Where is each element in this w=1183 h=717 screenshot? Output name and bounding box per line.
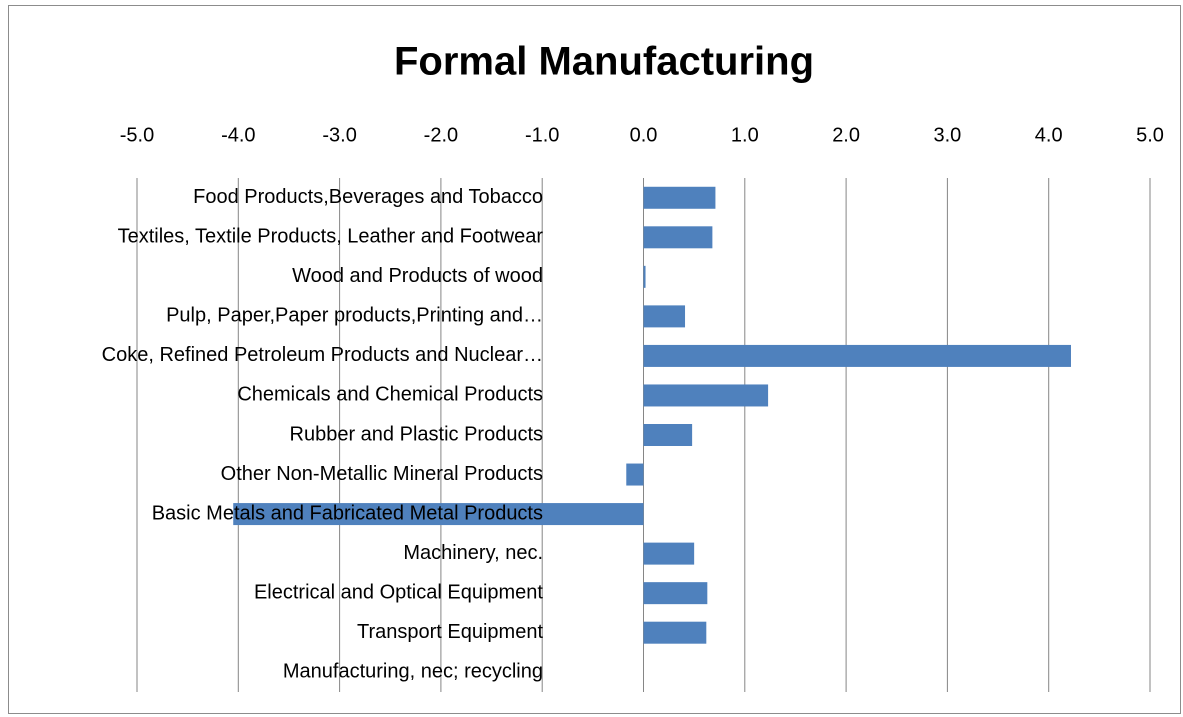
x-tick-label: 1.0 <box>731 124 759 146</box>
x-tick-label: 4.0 <box>1035 124 1063 146</box>
bar <box>643 542 695 565</box>
y-tick-label: Coke, Refined Petroleum Products and Nuc… <box>102 344 543 366</box>
x-tick-label: 3.0 <box>933 124 961 146</box>
x-tick-label: 0.0 <box>630 124 658 146</box>
x-tick-label: -4.0 <box>221 124 255 146</box>
y-tick-label: Rubber and Plastic Products <box>290 423 543 445</box>
x-tick-label: -5.0 <box>120 124 154 146</box>
y-tick-label: Basic Metals and Fabricated Metal Produc… <box>152 502 543 524</box>
chart-title: Formal Manufacturing <box>394 40 814 84</box>
y-tick-label: Wood and Products of wood <box>292 265 543 287</box>
bar <box>643 305 686 328</box>
bar <box>643 384 769 407</box>
x-tick-label: 5.0 <box>1136 124 1164 146</box>
bar <box>626 463 644 486</box>
y-tick-label: Machinery, nec. <box>403 542 543 564</box>
y-tick-label: Other Non-Metallic Mineral Products <box>221 463 543 485</box>
bar <box>233 503 644 526</box>
y-tick-label: Transport Equipment <box>357 621 543 643</box>
bar <box>643 424 693 446</box>
y-tick-label: Electrical and Optical Equipment <box>254 581 543 603</box>
x-tick-label: -1.0 <box>525 124 559 146</box>
y-tick-label: Manufacturing, nec; recycling <box>283 661 543 683</box>
bar <box>643 186 716 209</box>
bar <box>643 621 707 644</box>
y-tick-label: Textiles, Textile Products, Leather and … <box>118 226 544 248</box>
x-tick-label: 2.0 <box>832 124 860 146</box>
bar <box>643 265 646 288</box>
x-tick-label: -3.0 <box>322 124 356 146</box>
y-tick-label: Food Products,Beverages and Tobacco <box>193 186 543 208</box>
y-tick-label: Chemicals and Chemical Products <box>237 384 543 406</box>
bar <box>643 344 1071 367</box>
x-tick-label: -2.0 <box>424 124 458 146</box>
y-tick-label: Pulp, Paper,Paper products,Printing and… <box>166 305 543 327</box>
bar <box>643 582 708 605</box>
bar <box>643 226 713 249</box>
